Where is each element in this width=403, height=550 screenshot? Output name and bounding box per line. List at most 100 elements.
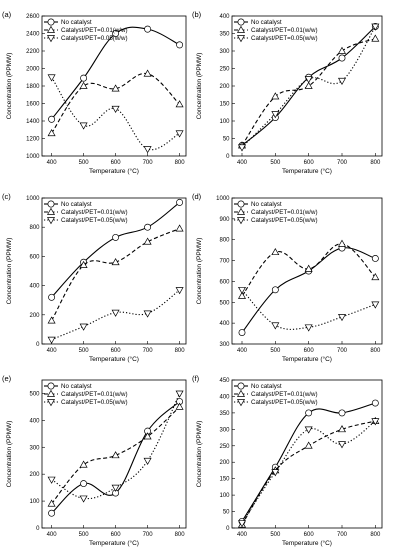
data-point	[371, 34, 380, 42]
data-point	[371, 301, 380, 309]
data-point	[79, 122, 88, 130]
legend-entry: No catalyst	[61, 201, 92, 208]
series-1	[237, 239, 380, 299]
x-tick-label: 400	[237, 160, 248, 166]
y-tick-label: 400	[29, 284, 40, 290]
x-tick-label: 800	[370, 532, 381, 538]
legend-marker	[46, 25, 56, 33]
y-tick-label: 0	[36, 342, 40, 348]
panel-d: (d) 400 500 600 700 800 300 400 500 600 700 800 900 1…	[192, 192, 383, 363]
x-tick-label: 500	[79, 160, 90, 166]
data-point	[337, 425, 347, 433]
x-tick-label: 700	[337, 532, 348, 538]
data-point	[143, 457, 152, 466]
data-point	[337, 314, 347, 322]
data-point	[47, 499, 56, 507]
y-tick-label: 100	[29, 499, 40, 505]
series-0	[48, 398, 184, 517]
data-point	[271, 247, 280, 256]
y-tick-label: 100	[219, 119, 230, 125]
y-tick-label: 400	[219, 321, 230, 327]
x-tick-label: 800	[370, 160, 381, 166]
x-tick-label: 600	[304, 348, 315, 354]
y-tick-label: 300	[219, 427, 230, 433]
y-tick-label: 400	[219, 14, 230, 20]
x-tick-label: 500	[270, 348, 281, 354]
legend-entry: Catalyst/PET=0.01(w/w)	[251, 391, 318, 398]
x-axis-title: Temperature (°C)	[282, 355, 332, 363]
series-1	[47, 224, 184, 324]
x-axis-title: Temperature (°C)	[89, 355, 139, 363]
legend-entry: Catalyst/PET=0.01(w/w)	[61, 391, 128, 398]
y-axis-title: Concentration (PPMW)	[6, 421, 13, 488]
y-tick-label: 150	[219, 102, 230, 108]
data-point	[305, 409, 313, 417]
legend-marker	[236, 25, 246, 33]
data-point	[111, 257, 120, 266]
legend: No catalystCatalyst/PET=0.01(w/w)Catalys…	[44, 18, 128, 43]
legend-entry: Catalyst/PET=0.01(w/w)	[61, 27, 128, 34]
data-point	[79, 460, 88, 468]
data-point	[304, 264, 313, 272]
legend-entry: No catalyst	[251, 383, 282, 390]
y-tick-label: 150	[219, 477, 230, 483]
plot-frame	[231, 379, 383, 529]
legend-marker	[236, 207, 246, 215]
y-axis-title: Concentration (PPMW)	[196, 53, 203, 120]
y-tick-label: 1000	[216, 196, 230, 202]
y-tick-label: 500	[29, 391, 40, 397]
data-point	[47, 74, 56, 82]
legend-marker	[46, 399, 56, 407]
x-tick-label: 700	[143, 160, 154, 166]
data-point	[176, 41, 184, 49]
y-tick-label: 1000	[26, 196, 40, 202]
legend-marker	[237, 382, 245, 390]
data-point	[337, 441, 347, 449]
plot-frame	[231, 197, 383, 345]
x-tick-label: 600	[304, 160, 315, 166]
data-point	[175, 130, 184, 138]
series-line	[241, 420, 376, 524]
data-point	[271, 92, 280, 100]
data-point	[79, 260, 88, 268]
panel-label: (f)	[192, 374, 200, 383]
series-2	[237, 286, 380, 332]
data-point	[175, 390, 184, 398]
data-point	[143, 69, 152, 77]
data-point	[237, 144, 247, 152]
legend-marker	[47, 18, 55, 26]
legend-marker	[237, 18, 245, 26]
data-point	[111, 451, 120, 459]
x-tick-label: 600	[111, 160, 122, 166]
panel-b: (b) 400 500 600 700 800 0 50 100 150 200 250 300 350 4…	[192, 10, 383, 175]
legend-marker	[236, 399, 246, 407]
x-tick-label: 700	[337, 348, 348, 354]
legend-entry: No catalyst	[61, 19, 92, 26]
legend-entry: Catalyst/PET=0.05(w/w)	[61, 35, 128, 42]
x-tick-label: 400	[47, 532, 58, 538]
data-point	[238, 329, 246, 336]
data-point	[338, 409, 346, 417]
legend-marker	[237, 200, 245, 208]
y-tick-label: 200	[29, 472, 40, 478]
series-0	[238, 244, 379, 336]
x-tick-label: 700	[337, 160, 348, 166]
y-tick-label: 1800	[26, 84, 40, 90]
legend: No catalystCatalyst/PET=0.01(w/w)Catalys…	[234, 18, 318, 43]
data-point	[304, 324, 313, 332]
series-1	[237, 416, 380, 528]
series-line	[51, 393, 181, 500]
data-point	[144, 223, 152, 231]
series-0	[48, 25, 184, 123]
data-point	[112, 30, 120, 37]
legend-marker	[46, 207, 56, 215]
y-tick-label: 0	[36, 526, 40, 532]
x-tick-label: 500	[79, 532, 90, 538]
y-tick-label: 600	[29, 254, 40, 260]
data-point	[47, 316, 56, 324]
x-tick-label: 800	[175, 532, 186, 538]
data-point	[47, 128, 56, 137]
x-tick-label: 500	[270, 532, 281, 538]
series-line	[51, 289, 180, 341]
